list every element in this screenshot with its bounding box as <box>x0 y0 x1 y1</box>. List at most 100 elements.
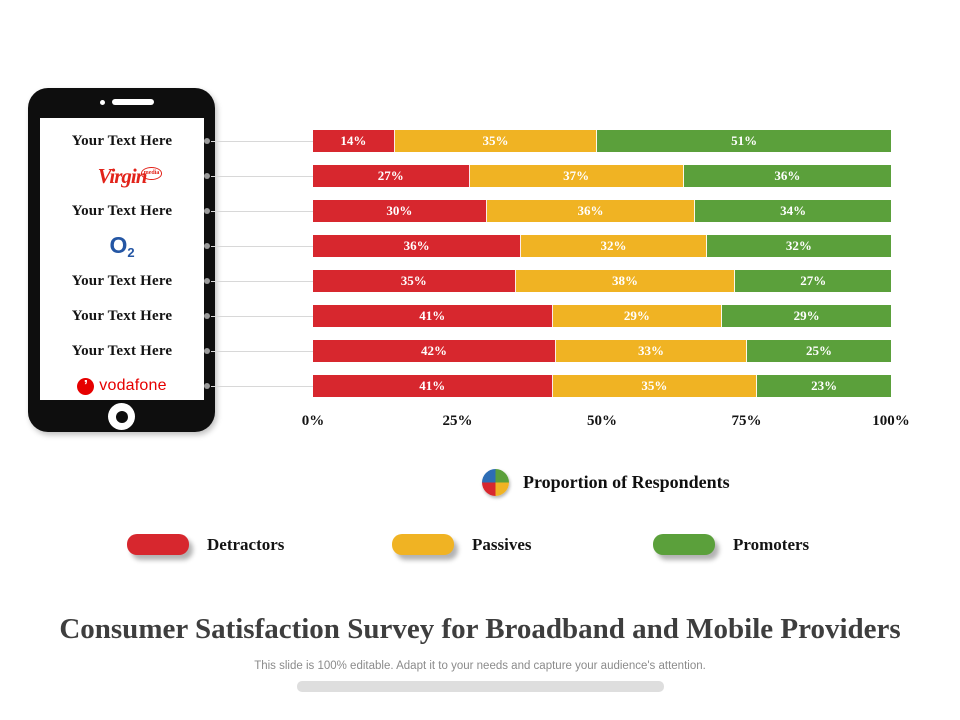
bar-segment-promoters: 27% <box>735 270 891 292</box>
bar-segment-passives: 38% <box>515 270 736 292</box>
phone-home-inner-dot <box>115 410 128 423</box>
bar-segment-promoters: 51% <box>597 130 891 152</box>
bar-segment-value: 37% <box>563 168 590 183</box>
bar-segment-passives: 37% <box>469 165 684 187</box>
phone-screen: Your Text Here Virgin media Your Text Here O… <box>40 118 204 400</box>
bar-segment-value: 25% <box>806 343 832 358</box>
bar-row: 42% 33% 25% <box>313 340 891 362</box>
bar-segment-value: 29% <box>793 308 820 323</box>
x-axis-tick: 50% <box>587 413 617 429</box>
phone-row-text: Your Text Here <box>40 304 204 328</box>
slide-title: Consumer Satisfaction Survey for Broadba… <box>59 613 901 645</box>
connector-dot <box>204 208 210 214</box>
bar-segment-detractors: 41% <box>313 375 553 397</box>
bar-segment-detractors: 41% <box>313 305 553 327</box>
leader-line <box>211 211 313 212</box>
legend-label-detractors: Detractors <box>207 534 285 554</box>
phone-placeholder-text: Your Text Here <box>71 202 173 219</box>
x-axis-tick: 100% <box>872 413 910 429</box>
connector-dot <box>204 243 210 249</box>
slide-subtitle: This slide is 100% editable. Adapt it to… <box>254 660 706 672</box>
bar-segment-promoters: 29% <box>722 305 892 327</box>
x-axis-tick: 0% <box>301 413 325 429</box>
o2-logo-sub: 2 <box>127 245 135 260</box>
bar-row: 36% 32% 32% <box>313 235 891 257</box>
vodafone-logo: ’ vodafone <box>77 377 167 395</box>
connector-dot <box>204 348 210 354</box>
bar-row: 27% 37% 36% <box>313 165 891 187</box>
phone-speaker-bar <box>112 99 154 105</box>
bar-segment-value: 36% <box>577 203 604 218</box>
phone-home-button <box>108 403 135 430</box>
connector-dot <box>204 313 210 319</box>
bar-segment-value: 32% <box>785 238 812 253</box>
bar-segment-value: 34% <box>780 203 807 218</box>
bar-segment-value: 33% <box>637 343 664 358</box>
phone-row-text: Your Text Here <box>40 199 204 223</box>
bar-segment-value: 29% <box>623 308 650 323</box>
connector-dot <box>204 278 210 284</box>
leader-line <box>211 351 313 352</box>
bar-segment-value: 35% <box>482 133 509 148</box>
bar-row: 41% 29% 29% <box>313 305 892 327</box>
bar-segment-detractors: 27% <box>313 165 470 187</box>
bar-segment-detractors: 36% <box>313 235 522 257</box>
bar-segment-value: 42% <box>420 343 447 358</box>
x-axis-tick: 75% <box>731 413 762 429</box>
legend-item-promoters: Promoters <box>653 534 809 555</box>
chart-caption: Proportion of Respondents <box>482 469 730 496</box>
bar-segment-detractors: 14% <box>313 130 395 152</box>
x-axis-tick: 25% <box>442 413 473 429</box>
vodafone-speechmark-icon: ’ <box>77 377 95 395</box>
bar-segment-promoters: 34% <box>695 200 891 222</box>
phone-placeholder-text: Your Text Here <box>71 272 173 289</box>
bar-segment-detractors: 35% <box>313 270 516 292</box>
connector-dot <box>204 138 210 144</box>
bar-row: 35% 38% 27% <box>313 270 891 292</box>
legend-swatch-promoters <box>653 534 715 555</box>
bar-segment-value: 14% <box>340 133 367 148</box>
legend-label-promoters: Promoters <box>733 534 810 554</box>
bar-segment-value: 41% <box>419 378 446 393</box>
leader-line <box>211 281 313 282</box>
bar-segment-detractors: 30% <box>313 200 487 222</box>
bar-segment-promoters: 23% <box>757 375 891 397</box>
bar-segment-value: 35% <box>641 378 668 393</box>
bar-segment-value: 23% <box>811 378 838 393</box>
bar-segment-value: 30% <box>386 203 413 218</box>
phone-row-text: Your Text Here <box>40 129 204 153</box>
bar-segment-value: 27% <box>800 273 827 288</box>
bar-segment-passives: 35% <box>552 375 758 397</box>
bar-row: 14% 35% 51% <box>313 130 891 152</box>
connector-dot <box>204 173 210 179</box>
bar-row: 30% 36% 34% <box>313 200 891 222</box>
bar-segment-passives: 29% <box>552 305 723 327</box>
bar-segment-value: 38% <box>612 273 639 288</box>
footer-divider <box>297 681 664 692</box>
bar-row: 41% 35% 23% <box>313 375 891 397</box>
connector-dot <box>204 383 210 389</box>
phone-camera-dot <box>100 100 105 105</box>
vodafone-logo-text: vodafone <box>99 377 167 394</box>
bar-segment-promoters: 32% <box>706 235 891 257</box>
bar-segment-promoters: 25% <box>747 340 891 362</box>
leader-line <box>211 141 313 142</box>
bar-segment-passives: 35% <box>394 130 598 152</box>
legend-item-detractors: Detractors <box>127 534 284 555</box>
virgin-media-logo-sub: media <box>140 166 163 180</box>
bar-segment-value: 41% <box>419 308 446 323</box>
bar-segment-value: 51% <box>731 133 758 148</box>
o2-logo: O2 <box>109 232 135 260</box>
leader-line <box>211 386 313 387</box>
phone-row-vodafone: ’ vodafone <box>40 374 204 398</box>
legend-swatch-detractors <box>127 534 189 555</box>
chart-caption-label: Proportion of Respondents <box>523 472 730 492</box>
legend-swatch-passives <box>392 534 454 555</box>
phone-row-text: Your Text Here <box>40 339 204 363</box>
bar-segment-value: 32% <box>600 238 627 253</box>
phone-placeholder-text: Your Text Here <box>71 342 173 359</box>
bar-segment-passives: 33% <box>555 340 747 362</box>
pie-chart-icon <box>482 469 509 496</box>
bar-segment-passives: 36% <box>486 200 696 222</box>
bar-segment-value: 36% <box>774 168 801 183</box>
